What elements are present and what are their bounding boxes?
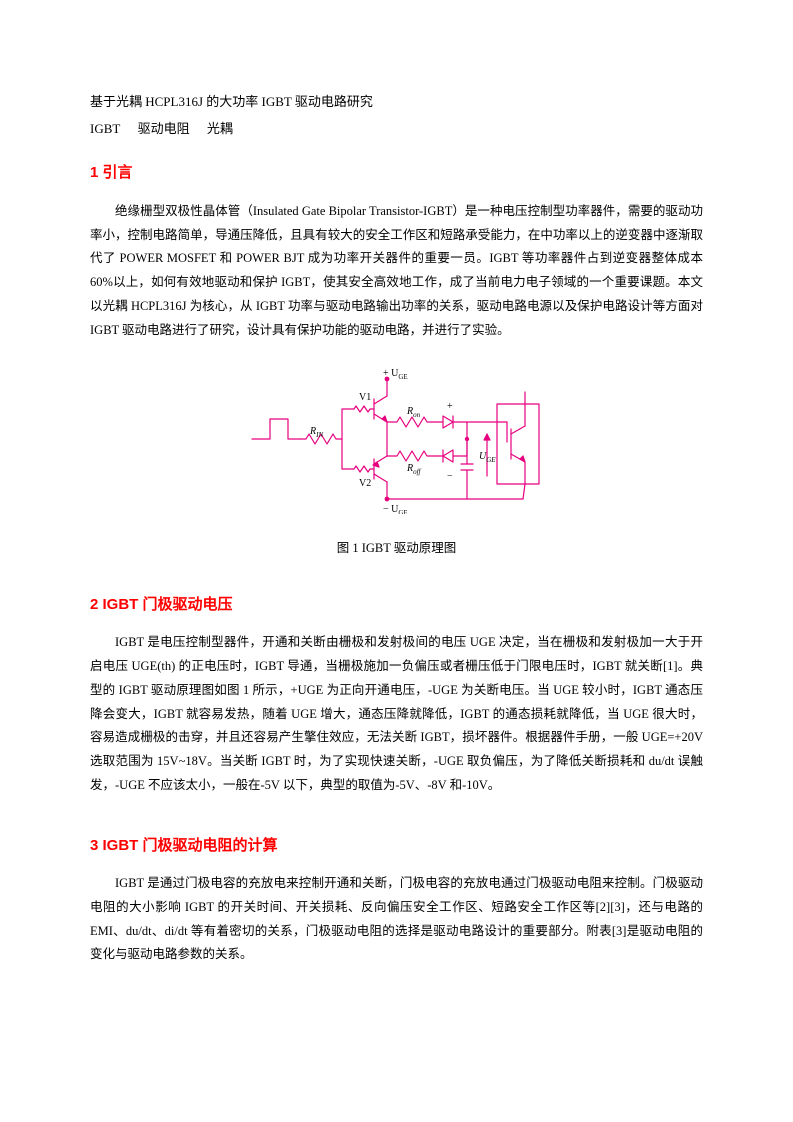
svg-text:V1: V1 (359, 392, 371, 403)
svg-text:+: + (447, 401, 453, 412)
section-2-paragraph: IGBT 是电压控制型器件，开通和关断由栅极和发射极间的电压 UGE 决定，当在… (90, 631, 703, 797)
figure-1: + UGE − UGE RIN V1 V2 Ron Roff + − UGE (90, 364, 703, 523)
figure-1-caption: 图 1 IGBT 驱动原理图 (90, 537, 703, 561)
keyword: IGBT (90, 121, 120, 136)
svg-text:UGE: UGE (479, 451, 496, 464)
keywords-line: IGBT 驱动电阻 光耦 (90, 117, 703, 142)
keyword: 驱动电阻 (138, 121, 190, 136)
circuit-labels: + UGE − UGE RIN V1 V2 Ron Roff + − UGE (309, 368, 496, 514)
svg-text:−: − (447, 471, 453, 482)
section-2-heading: 2 IGBT 门极驱动电压 (90, 591, 703, 620)
circuit-diagram-icon: + UGE − UGE RIN V1 V2 Ron Roff + − UGE (247, 364, 547, 514)
section-1-heading: 1 引言 (90, 159, 703, 188)
section-1-paragraph: 绝缘栅型双极性晶体管（Insulated Gate Bipolar Transi… (90, 200, 703, 343)
keyword: 光耦 (207, 121, 233, 136)
section-3-heading: 3 IGBT 门极驱动电阻的计算 (90, 832, 703, 861)
svg-text:Ron: Ron (406, 406, 421, 419)
svg-text:− UGE: − UGE (383, 504, 408, 514)
svg-text:V2: V2 (359, 478, 371, 489)
document-title: 基于光耦 HCPL316J 的大功率 IGBT 驱动电路研究 (90, 90, 703, 115)
svg-text:Roff: Roff (406, 463, 422, 476)
section-3-paragraph: IGBT 是通过门极电容的充放电来控制开通和关断，门极电容的充放电通过门极驱动电… (90, 872, 703, 967)
